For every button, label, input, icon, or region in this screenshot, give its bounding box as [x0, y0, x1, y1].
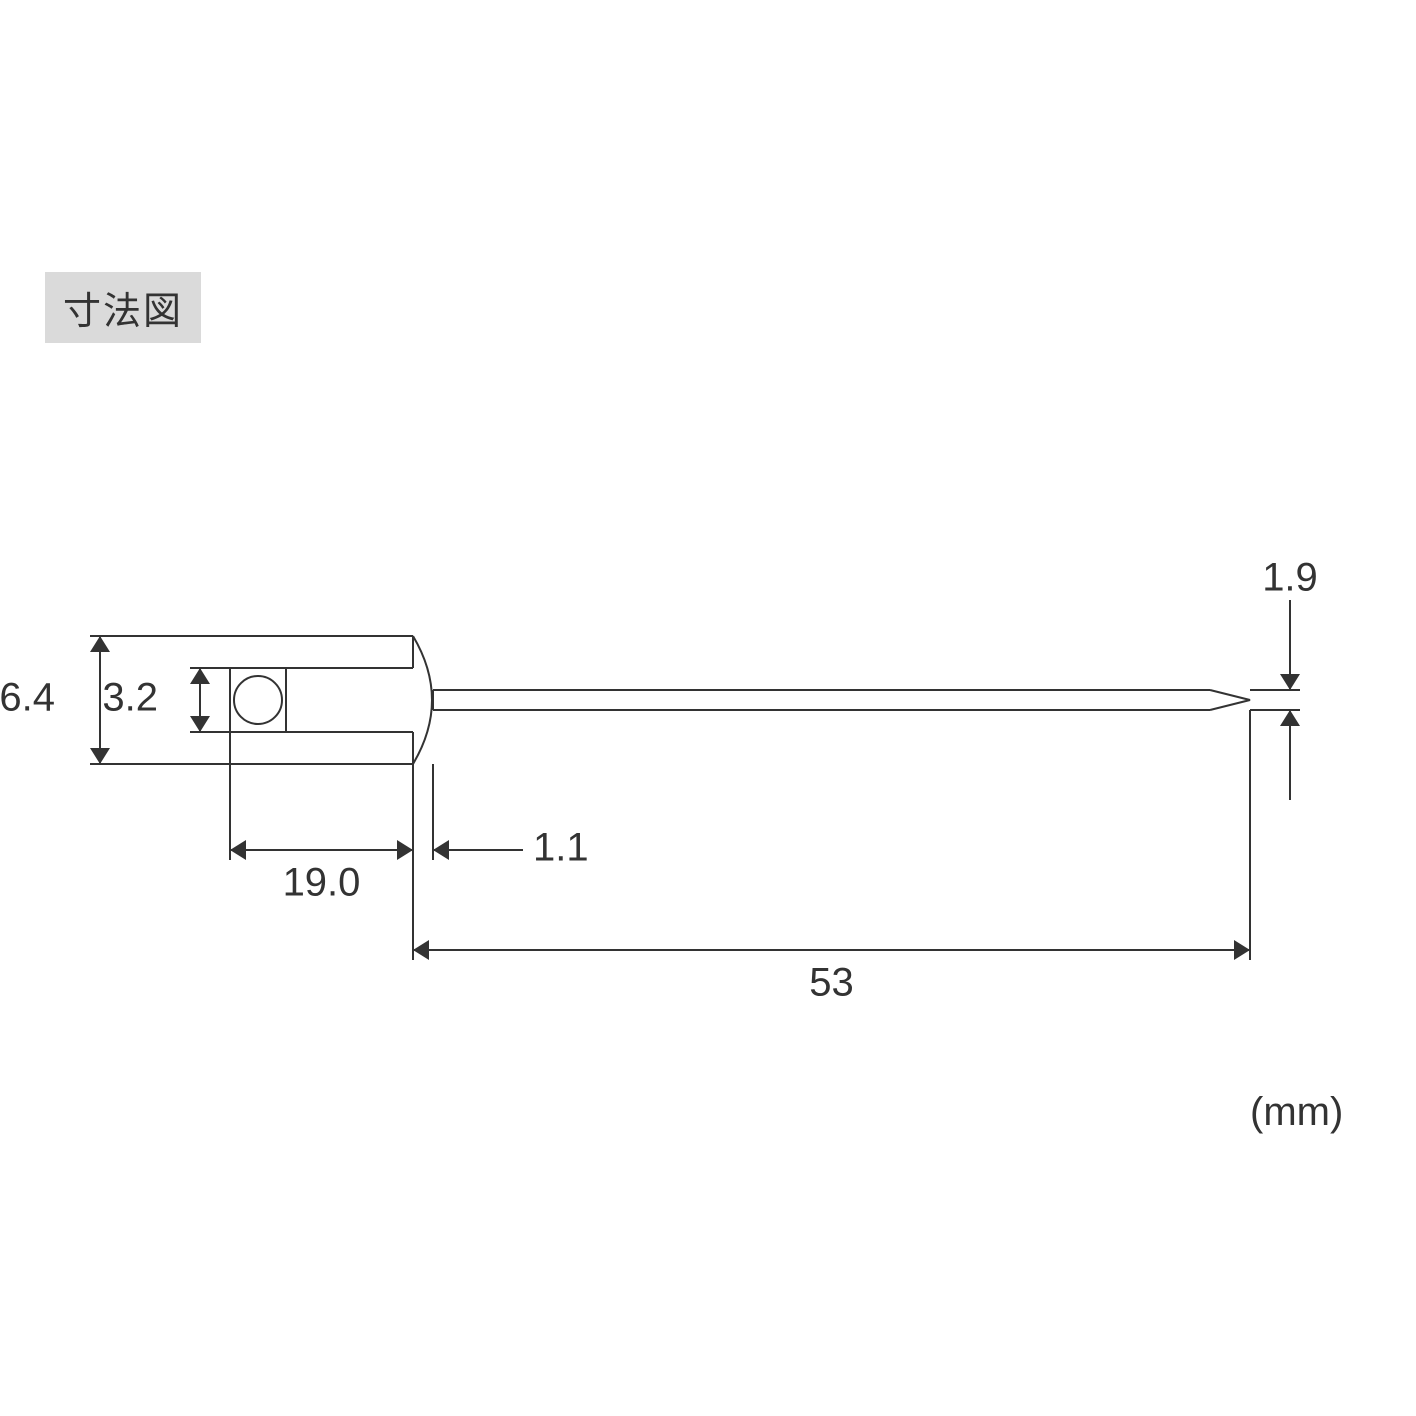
- svg-text:6.4: 6.4: [0, 676, 55, 720]
- svg-text:3.2: 3.2: [102, 676, 158, 720]
- svg-text:1.9: 1.9: [1262, 556, 1318, 600]
- svg-text:19.0: 19.0: [283, 861, 361, 905]
- dimension-drawing: 6.4 3.2 19.0 1.1 53 1.9: [0, 0, 1416, 1416]
- svg-text:1.1: 1.1: [533, 826, 589, 870]
- svg-text:53: 53: [809, 961, 854, 1005]
